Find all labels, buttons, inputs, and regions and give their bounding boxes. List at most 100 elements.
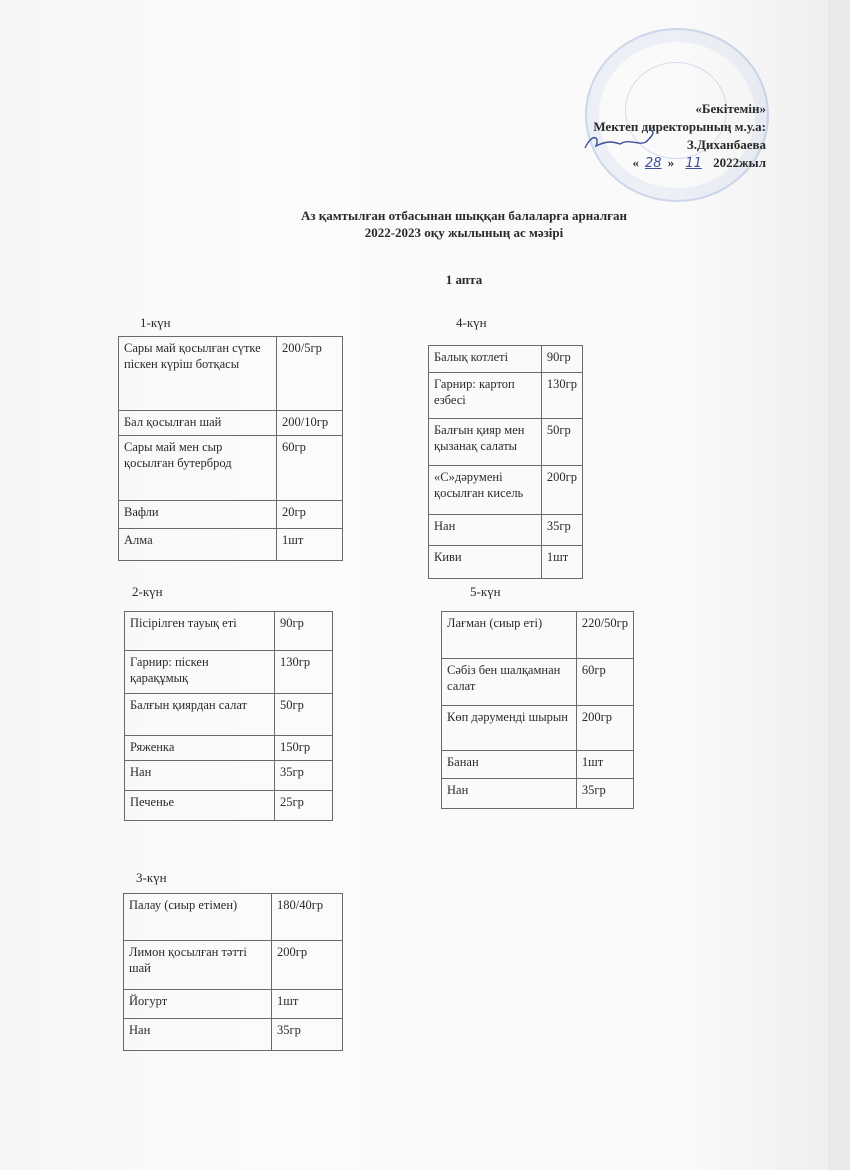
- table-row: Көп дәрумендi шырын 200гр: [441, 705, 635, 751]
- page-edge: [828, 0, 850, 1170]
- portion-cell: 50гр: [540, 418, 584, 466]
- approval-position: Мектеп директорының м.у.а:: [593, 119, 766, 134]
- dish-name-cell: Печенье: [124, 790, 275, 821]
- portion-cell: 1шт: [540, 545, 584, 579]
- table-row: Палау (сиыр етімен) 180/40гр: [123, 893, 343, 941]
- table-row: Алма 1шт: [118, 528, 343, 561]
- portion-cell: 50гр: [274, 693, 333, 736]
- table-row: Печенье 25гр: [124, 790, 333, 821]
- portion-cell: 200гр: [271, 940, 343, 990]
- dish-name-cell: Балғын қияр мен қызанақ салаты: [428, 418, 542, 466]
- dish-name-cell: Нан: [441, 778, 577, 809]
- dish-name-cell: Нан: [428, 514, 542, 546]
- dish-name-cell: Балық котлеті: [428, 345, 542, 373]
- table-row: Нан 35гр: [123, 1018, 343, 1051]
- school-stamp-inner: [625, 62, 727, 159]
- dish-name-cell: Нан: [124, 760, 275, 791]
- dish-name-cell: Лағман (сиыр еті): [441, 611, 577, 659]
- menu-table-day-4: Балық котлеті 90гр Гарнир: картоп езбесі 13…: [428, 345, 584, 579]
- dish-name-cell: Пісірілген тауық еті: [124, 611, 275, 651]
- portion-cell: 35гр: [274, 760, 333, 791]
- approval-name: З.Диханбаева: [686, 137, 766, 152]
- week-label: 1 апта: [445, 272, 483, 287]
- table-row: Нан 35гр: [441, 778, 635, 809]
- dish-name-cell: Киви: [428, 545, 542, 579]
- document-title: Аз қамтылған отбасынан шыққан балаларға …: [300, 208, 628, 223]
- table-row: Гарнир: картоп езбесі 130гр: [428, 372, 584, 419]
- table-row: Нан 35гр: [124, 760, 333, 791]
- portion-cell: 90гр: [540, 345, 584, 373]
- handwritten-month: 11: [685, 156, 702, 171]
- dish-name-cell: Палау (сиыр етімен): [123, 893, 272, 941]
- dish-name-cell: Алма: [118, 528, 277, 561]
- portion-cell: 90гр: [274, 611, 333, 651]
- handwritten-day: 28: [645, 156, 662, 171]
- portion-cell: 1шт: [575, 750, 635, 779]
- dish-name-cell: Нан: [123, 1018, 272, 1051]
- menu-table-day-3: Палау (сиыр етімен) 180/40гр Лимон қосылға…: [123, 893, 343, 1051]
- table-row: «С»дәрумені қосылған кисель 200гр: [428, 465, 584, 515]
- table-row: Сәбіз бен шалқамнан салат 60гр: [441, 658, 635, 706]
- portion-cell: 180/40гр: [271, 893, 343, 941]
- menu-table-day-1: Сары май қосылған сүтке піскен күріш бот…: [118, 336, 343, 561]
- menu-table-day-2: Пісірілген тауық еті 90гр Гарнир: піскен қ…: [124, 611, 333, 821]
- dish-name-cell: Бал қосылған шай: [118, 410, 277, 436]
- portion-cell: 35гр: [575, 778, 635, 809]
- approval-heading: «Бекітемін»: [695, 101, 766, 116]
- dish-name-cell: Гарнир: картоп езбесі: [428, 372, 542, 419]
- portion-cell: 130гр: [274, 650, 333, 694]
- menu-table-day-5: Лағман (сиыр еті) 220/50гр Сәбіз бен шалқа…: [441, 611, 635, 809]
- approval-block: «Бекітемін» Мектеп директорының м.у.а: З…: [593, 100, 766, 173]
- day-label: 3-күн: [136, 870, 167, 885]
- portion-cell: 220/50гр: [575, 611, 635, 659]
- table-row: Нан 35гр: [428, 514, 584, 546]
- portion-cell: 1шт: [276, 528, 343, 561]
- signature-icon: [584, 129, 654, 149]
- table-row: Йогурт 1шт: [123, 989, 343, 1019]
- table-row: Ряженка 150гр: [124, 735, 333, 761]
- dish-name-cell: Балғын қиярдан салат: [124, 693, 275, 736]
- portion-cell: 200гр: [540, 465, 584, 515]
- dish-name-cell: Сәбіз бен шалқамнан салат: [441, 658, 577, 706]
- dish-name-cell: Ряженка: [124, 735, 275, 761]
- table-row: Балғын қияр мен қызанақ салаты 50гр: [428, 418, 584, 466]
- dish-name-cell: Сары май қосылған сүтке піскен күріш бот…: [118, 336, 277, 411]
- table-row: Лағман (сиыр еті) 220/50гр: [441, 611, 635, 659]
- portion-cell: 20гр: [276, 500, 343, 529]
- portion-cell: 1шт: [271, 989, 343, 1019]
- dish-name-cell: Көп дәрумендi шырын: [441, 705, 577, 751]
- portion-cell: 35гр: [540, 514, 584, 546]
- table-row: Бал қосылған шай 200/10гр: [118, 410, 343, 436]
- document-subtitle: 2022-2023 оқу жылының ас мәзірі: [364, 225, 564, 240]
- portion-cell: 60гр: [575, 658, 635, 706]
- school-stamp: [585, 28, 769, 202]
- dish-name-cell: Сары май мен сыр қосылған бутерброд: [118, 435, 277, 501]
- portion-cell: 200/10гр: [276, 410, 343, 436]
- portion-cell: 35гр: [271, 1018, 343, 1051]
- dish-name-cell: Гарнир: піскен қарақұмық: [124, 650, 275, 694]
- day-label: 4-күн: [456, 315, 487, 330]
- dish-name-cell: Вафли: [118, 500, 277, 529]
- table-row: Балық котлеті 90гр: [428, 345, 584, 373]
- table-row: Балғын қиярдан салат 50гр: [124, 693, 333, 736]
- portion-cell: 200гр: [575, 705, 635, 751]
- table-row: Вафли 20гр: [118, 500, 343, 529]
- dish-name-cell: Лимон қосылған тәтті шай: [123, 940, 272, 990]
- approval-date: «28» 11 2022жыл: [632, 155, 766, 171]
- day-label: 1-күн: [140, 315, 171, 330]
- portion-cell: 200/5гр: [276, 336, 343, 411]
- table-row: Сары май мен сыр қосылған бутерброд 60гр: [118, 435, 343, 501]
- table-row: Лимон қосылған тәтті шай 200гр: [123, 940, 343, 990]
- day-label: 2-күн: [132, 584, 163, 599]
- portion-cell: 130гр: [540, 372, 584, 419]
- dish-name-cell: «С»дәрумені қосылған кисель: [428, 465, 542, 515]
- portion-cell: 25гр: [274, 790, 333, 821]
- portion-cell: 60гр: [276, 435, 343, 501]
- portion-cell: 150гр: [274, 735, 333, 761]
- table-row: Пісірілген тауық еті 90гр: [124, 611, 333, 651]
- table-row: Банан 1шт: [441, 750, 635, 779]
- table-row: Гарнир: піскен қарақұмық 130гр: [124, 650, 333, 694]
- dish-name-cell: Йогурт: [123, 989, 272, 1019]
- table-row: Сары май қосылған сүтке піскен күріш бот…: [118, 336, 343, 411]
- dish-name-cell: Банан: [441, 750, 577, 779]
